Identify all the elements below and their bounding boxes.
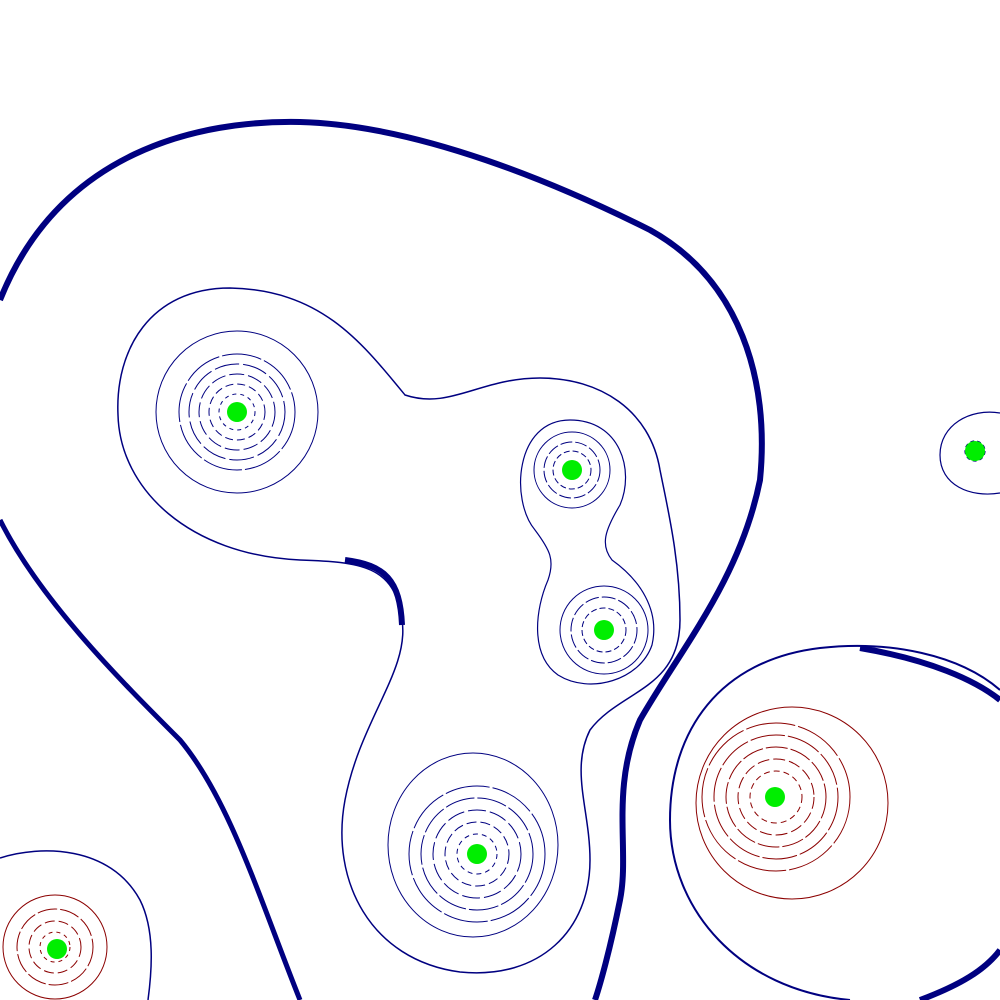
source-f-outer-contour: [668, 644, 1000, 1000]
source-c-contours: [559, 585, 649, 675]
source-e-point: [965, 441, 985, 461]
inner-lobe-thick-segment: [344, 557, 405, 626]
source-f-point: [765, 787, 785, 807]
source-b-contours: [533, 431, 611, 509]
source-g-point: [47, 939, 67, 959]
source-b-point: [562, 460, 582, 480]
source-a-contours: [155, 330, 319, 494]
inner-lobe-contour: [117, 287, 681, 974]
source-points: [47, 402, 985, 959]
source-f-outer-bottom: [918, 948, 1000, 1000]
source-c-point: [594, 620, 614, 640]
source-g-inner-contours: [2, 894, 108, 1000]
source-f-outer-thick: [859, 645, 1000, 703]
outer-contour-left: [0, 518, 303, 1000]
source-d-point: [467, 844, 487, 864]
source-f-inner-contours: [695, 706, 889, 900]
source-g-outer-contour: [0, 850, 152, 1000]
source-a-point: [227, 402, 247, 422]
outer-contour: [0, 118, 765, 1000]
source-d-contours: [387, 752, 559, 938]
source-bc-contour: [520, 419, 655, 685]
